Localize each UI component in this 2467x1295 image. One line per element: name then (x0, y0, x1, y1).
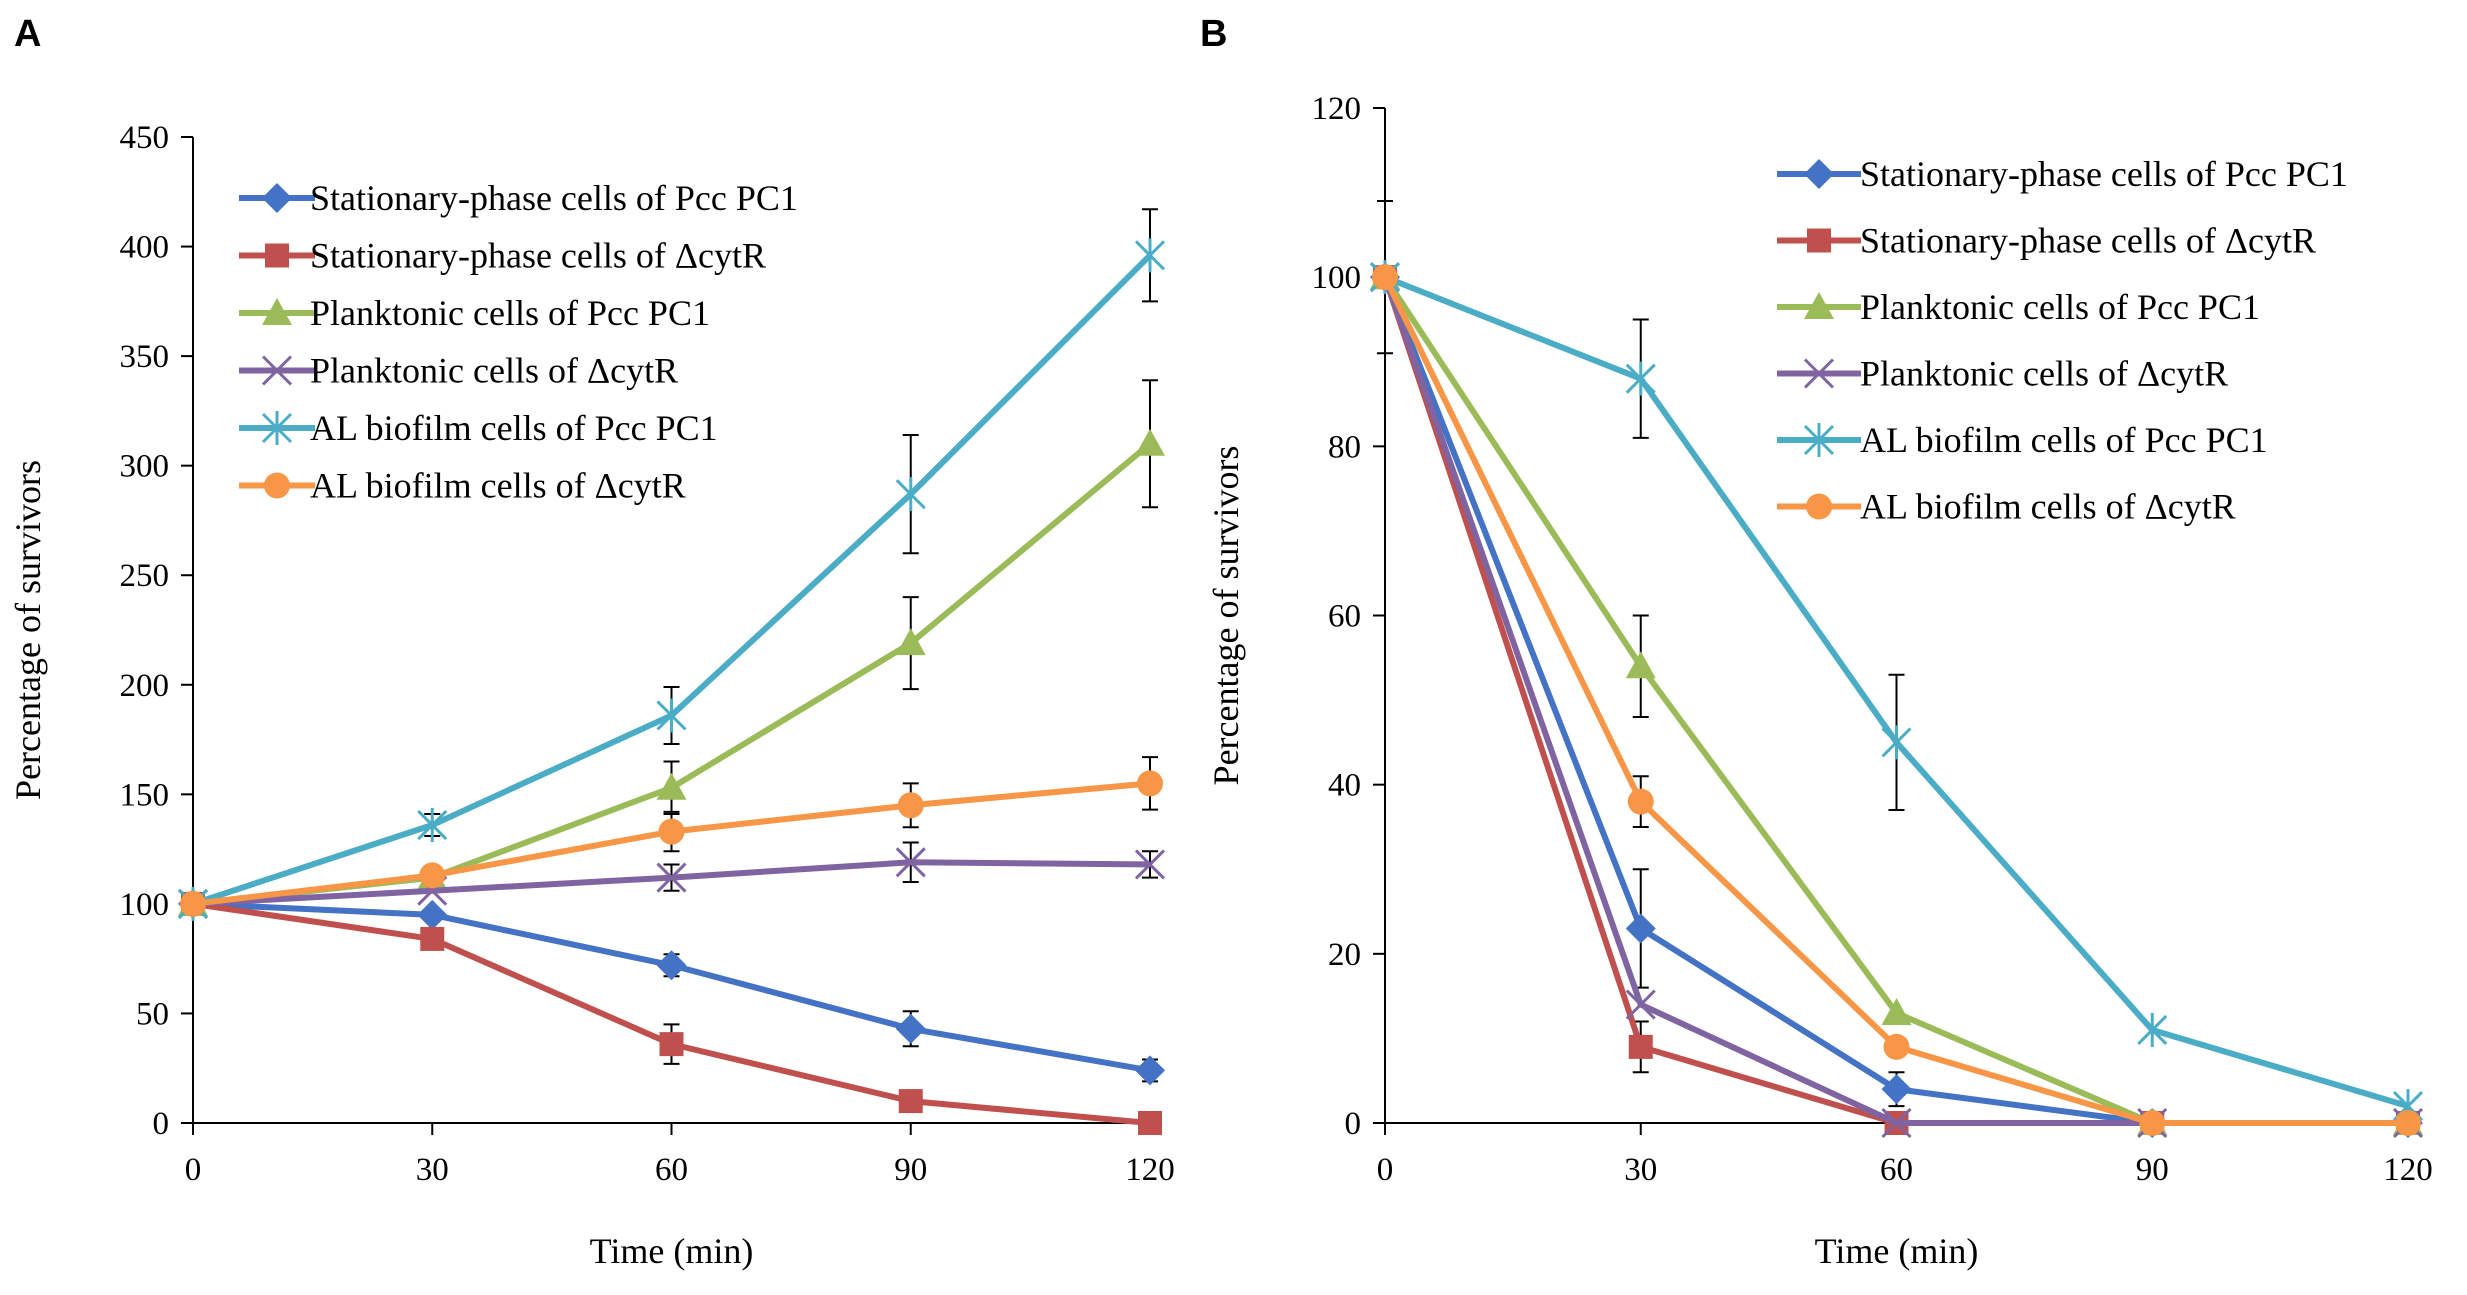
legend-marker-a-1 (265, 243, 289, 268)
data-point-a-s3-p4 (1134, 849, 1166, 880)
data-point-b-s1-p1 (1628, 1034, 1653, 1059)
x-tick-label-a: 120 (1125, 1152, 1175, 1188)
data-point-b-s4-p2 (1881, 725, 1912, 760)
data-point-b-s5-p3 (2139, 1110, 2166, 1136)
legend-label-a-3: Planktonic cells of ΔcytR (310, 351, 678, 391)
data-point-a-s0-p3 (895, 1013, 926, 1044)
legend-label-a-4: AL biofilm cells of Pcc PC1 (310, 408, 718, 448)
panel-label-b: B (1200, 13, 1227, 55)
y-tick-label-a: 300 (120, 449, 170, 485)
y-tick-label-a: 350 (120, 339, 170, 375)
x-tick-label-b: 30 (1624, 1152, 1657, 1188)
data-point-b-s5-p2 (1883, 1033, 1910, 1060)
data-point-a-s4-p3 (895, 477, 926, 512)
data-point-a-s5-p1 (419, 862, 446, 889)
y-tick-label-a: 50 (136, 996, 169, 1032)
data-point-a-s3-p2 (656, 862, 687, 893)
y-tick-label-b: 60 (1328, 599, 1361, 635)
y-tick-label-a: 0 (153, 1106, 170, 1142)
data-point-b-s0-p1 (1625, 913, 1656, 944)
legend-marker-a-2 (262, 298, 292, 325)
legend-marker-b-2 (1804, 292, 1834, 319)
data-point-b-s2-p1 (1625, 651, 1656, 679)
legend-label-a-5: AL biofilm cells of ΔcytR (310, 466, 686, 506)
data-point-a-s2-p2 (656, 772, 687, 800)
data-point-a-s4-p4 (1134, 238, 1166, 273)
data-point-a-s0-p2 (656, 950, 687, 981)
x-axis-title-b: Time (min) (1815, 1231, 1979, 1271)
x-tick-label-b: 120 (2383, 1152, 2433, 1188)
data-point-a-s5-p0 (180, 890, 206, 917)
x-tick-label-a: 30 (416, 1152, 449, 1188)
chart-panel-b: 0 20 40 60 80 100 120 0 30 60 90 120 Time (min) Perce… (1206, 91, 2433, 1271)
x-tick-label-a: 60 (655, 1152, 688, 1188)
legend-marker-a-4 (261, 411, 293, 445)
data-point-a-s2-p3 (895, 628, 926, 656)
y-tick-label-a: 150 (120, 777, 170, 813)
y-tick-label-a: 400 (120, 230, 170, 266)
legend-label-b-0: Stationary-phase cells of Pcc PC1 (1860, 154, 2348, 194)
legend-marker-b-3 (1803, 358, 1835, 389)
y-tick-label-b: 120 (1312, 91, 1362, 127)
y-axis-title-b: Percentage of survivors (1206, 446, 1246, 786)
data-point-a-s2-p4 (1135, 428, 1165, 456)
y-tick-label-a: 250 (120, 558, 170, 594)
data-point-a-s0-p1 (417, 899, 448, 930)
legend-marker-a-3 (261, 355, 293, 386)
data-point-b-s3-p2 (1881, 1107, 1912, 1139)
data-point-a-s5-p2 (658, 818, 685, 845)
data-point-a-s0-p4 (1135, 1055, 1165, 1086)
x-tick-label-a: 90 (894, 1152, 927, 1188)
legend-label-a-0: Stationary-phase cells of Pcc PC1 (310, 178, 798, 218)
data-point-a-s4-p2 (656, 698, 687, 733)
x-axis-title-a: Time (min) (590, 1231, 754, 1271)
data-point-b-s4-p1 (1625, 361, 1656, 396)
x-tick-label-b: 60 (1880, 1152, 1913, 1188)
y-tick-label-b: 100 (1312, 260, 1362, 296)
data-point-b-s0-p2 (1881, 1074, 1912, 1105)
data-point-a-s5-p4 (1137, 770, 1163, 797)
legend-label-b-2: Planktonic cells of Pcc PC1 (1860, 287, 2260, 327)
legend-marker-b-5 (1806, 493, 1832, 520)
data-point-b-s2-p2 (1881, 998, 1912, 1026)
data-point-a-s1-p3 (898, 1089, 923, 1114)
data-point-a-s4-p1 (417, 808, 448, 843)
legend-label-b-5: AL biofilm cells of ΔcytR (1860, 487, 2236, 527)
legend-marker-b-1 (1807, 228, 1831, 253)
y-tick-label-a: 450 (120, 120, 170, 156)
data-point-b-s5-p0 (1372, 264, 1398, 291)
legend-marker-b-4 (1803, 423, 1835, 457)
x-tick-label-a: 0 (185, 1152, 202, 1188)
data-point-a-s1-p2 (659, 1032, 684, 1057)
data-point-a-s3-p3 (895, 847, 926, 878)
legend-marker-b-0 (1804, 159, 1834, 189)
legend-marker-a-0 (262, 183, 292, 213)
legend-label-b-3: Planktonic cells of ΔcytR (1860, 354, 2228, 394)
y-tick-label-a: 100 (120, 887, 170, 923)
chart-panel-a: 0 50 100 150 200 250 300 350 400 450 0 30 60 90 120 Tim… (8, 120, 1175, 1271)
data-point-b-s5-p4 (2395, 1110, 2421, 1136)
y-tick-label-b: 40 (1328, 768, 1361, 804)
x-tick-label-b: 90 (2136, 1152, 2169, 1188)
data-point-b-s4-p3 (2137, 1012, 2168, 1047)
panel-label-a: A (14, 13, 41, 55)
legend-label-b-4: AL biofilm cells of Pcc PC1 (1860, 420, 2268, 460)
legend-label-a-2: Planktonic cells of Pcc PC1 (310, 293, 710, 333)
y-tick-label-b: 20 (1328, 937, 1361, 973)
y-axis-title-a: Percentage of survivors (8, 460, 48, 800)
x-tick-label-b: 0 (1377, 1152, 1394, 1188)
y-tick-label-b: 80 (1328, 429, 1361, 465)
y-tick-label-b: 0 (1345, 1106, 1362, 1142)
y-tick-label-a: 200 (120, 668, 170, 704)
legend-label-a-1: Stationary-phase cells of ΔcytR (310, 236, 766, 276)
data-point-a-s1-p4 (1138, 1111, 1162, 1135)
data-point-a-s1-p1 (420, 926, 445, 951)
legend-marker-a-5 (264, 472, 290, 499)
data-point-a-s5-p3 (897, 792, 924, 819)
series-line-a-1 (192, 900, 1151, 1126)
legend-label-b-1: Stationary-phase cells of ΔcytR (1860, 221, 2316, 261)
data-point-b-s3-p1 (1625, 989, 1656, 1020)
data-point-b-s5-p1 (1627, 788, 1654, 815)
